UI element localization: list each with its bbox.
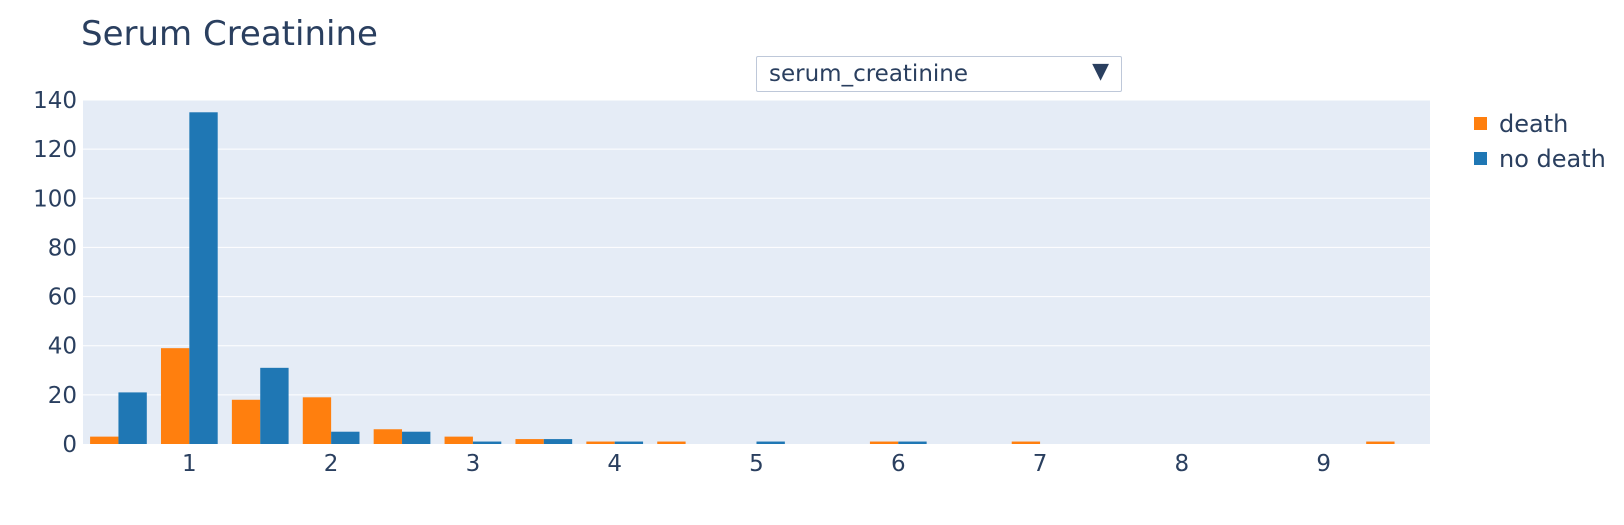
y-tick-label: 140 bbox=[33, 88, 77, 114]
y-tick-label: 60 bbox=[48, 285, 77, 311]
bar-death bbox=[302, 397, 332, 444]
bar-death bbox=[869, 441, 899, 444]
x-axis: 1 2 3 4 5 6 7 8 9 bbox=[182, 451, 1331, 477]
x-tick-label: 1 bbox=[182, 451, 197, 477]
legend-label-no-death[interactable]: no death bbox=[1499, 145, 1606, 173]
legend[interactable]: death no death bbox=[1474, 110, 1606, 173]
y-tick-label: 20 bbox=[48, 383, 77, 409]
bar-death bbox=[515, 439, 544, 444]
y-tick-label: 120 bbox=[33, 137, 77, 163]
bar-no-death bbox=[402, 431, 431, 444]
bar-death bbox=[373, 429, 403, 444]
gridlines bbox=[83, 99, 1430, 396]
bar-death bbox=[586, 441, 615, 444]
legend-label-death[interactable]: death bbox=[1499, 110, 1568, 138]
bar-no-death bbox=[189, 112, 218, 445]
bar-no-death bbox=[898, 441, 927, 444]
legend-swatch-no-death[interactable] bbox=[1474, 152, 1487, 165]
y-tick-label: 40 bbox=[48, 334, 77, 360]
x-tick-label: 8 bbox=[1175, 451, 1190, 477]
bar-no-death bbox=[614, 441, 644, 444]
bar-death bbox=[1011, 441, 1041, 444]
bar-death bbox=[1366, 441, 1395, 444]
bar-death bbox=[160, 348, 190, 444]
bar-death bbox=[444, 436, 473, 444]
y-tick-label: 0 bbox=[62, 432, 77, 458]
bar-no-death bbox=[472, 441, 502, 444]
bar-death bbox=[657, 441, 686, 444]
x-tick-label: 5 bbox=[749, 451, 764, 477]
x-tick-label: 7 bbox=[1033, 451, 1048, 477]
bar-no-death bbox=[260, 367, 289, 444]
dropdown-selected-value: serum_creatinine bbox=[769, 61, 969, 87]
x-tick-label: 2 bbox=[324, 451, 339, 477]
plot-area bbox=[83, 100, 1430, 444]
y-tick-label: 80 bbox=[48, 235, 77, 261]
bar-no-death bbox=[331, 431, 360, 444]
x-tick-label: 6 bbox=[891, 451, 906, 477]
chevron-down-icon: ▼ bbox=[1092, 59, 1109, 84]
variable-dropdown[interactable]: serum_creatinine ▼ bbox=[756, 56, 1122, 92]
y-axis: 0 20 40 60 80 100 120 140 bbox=[33, 88, 77, 458]
legend-swatch-death[interactable] bbox=[1474, 117, 1487, 130]
bar-no-death bbox=[118, 392, 147, 444]
bar-death bbox=[231, 399, 261, 444]
chart-title: Serum Creatinine bbox=[81, 14, 378, 54]
bar-death bbox=[90, 436, 119, 444]
bars bbox=[90, 112, 1395, 445]
x-tick-label: 4 bbox=[607, 451, 622, 477]
x-tick-label: 9 bbox=[1316, 451, 1331, 477]
y-tick-label: 100 bbox=[33, 186, 77, 212]
bar-no-death bbox=[756, 441, 785, 444]
x-tick-label: 3 bbox=[466, 451, 481, 477]
bar-no-death bbox=[543, 439, 573, 444]
